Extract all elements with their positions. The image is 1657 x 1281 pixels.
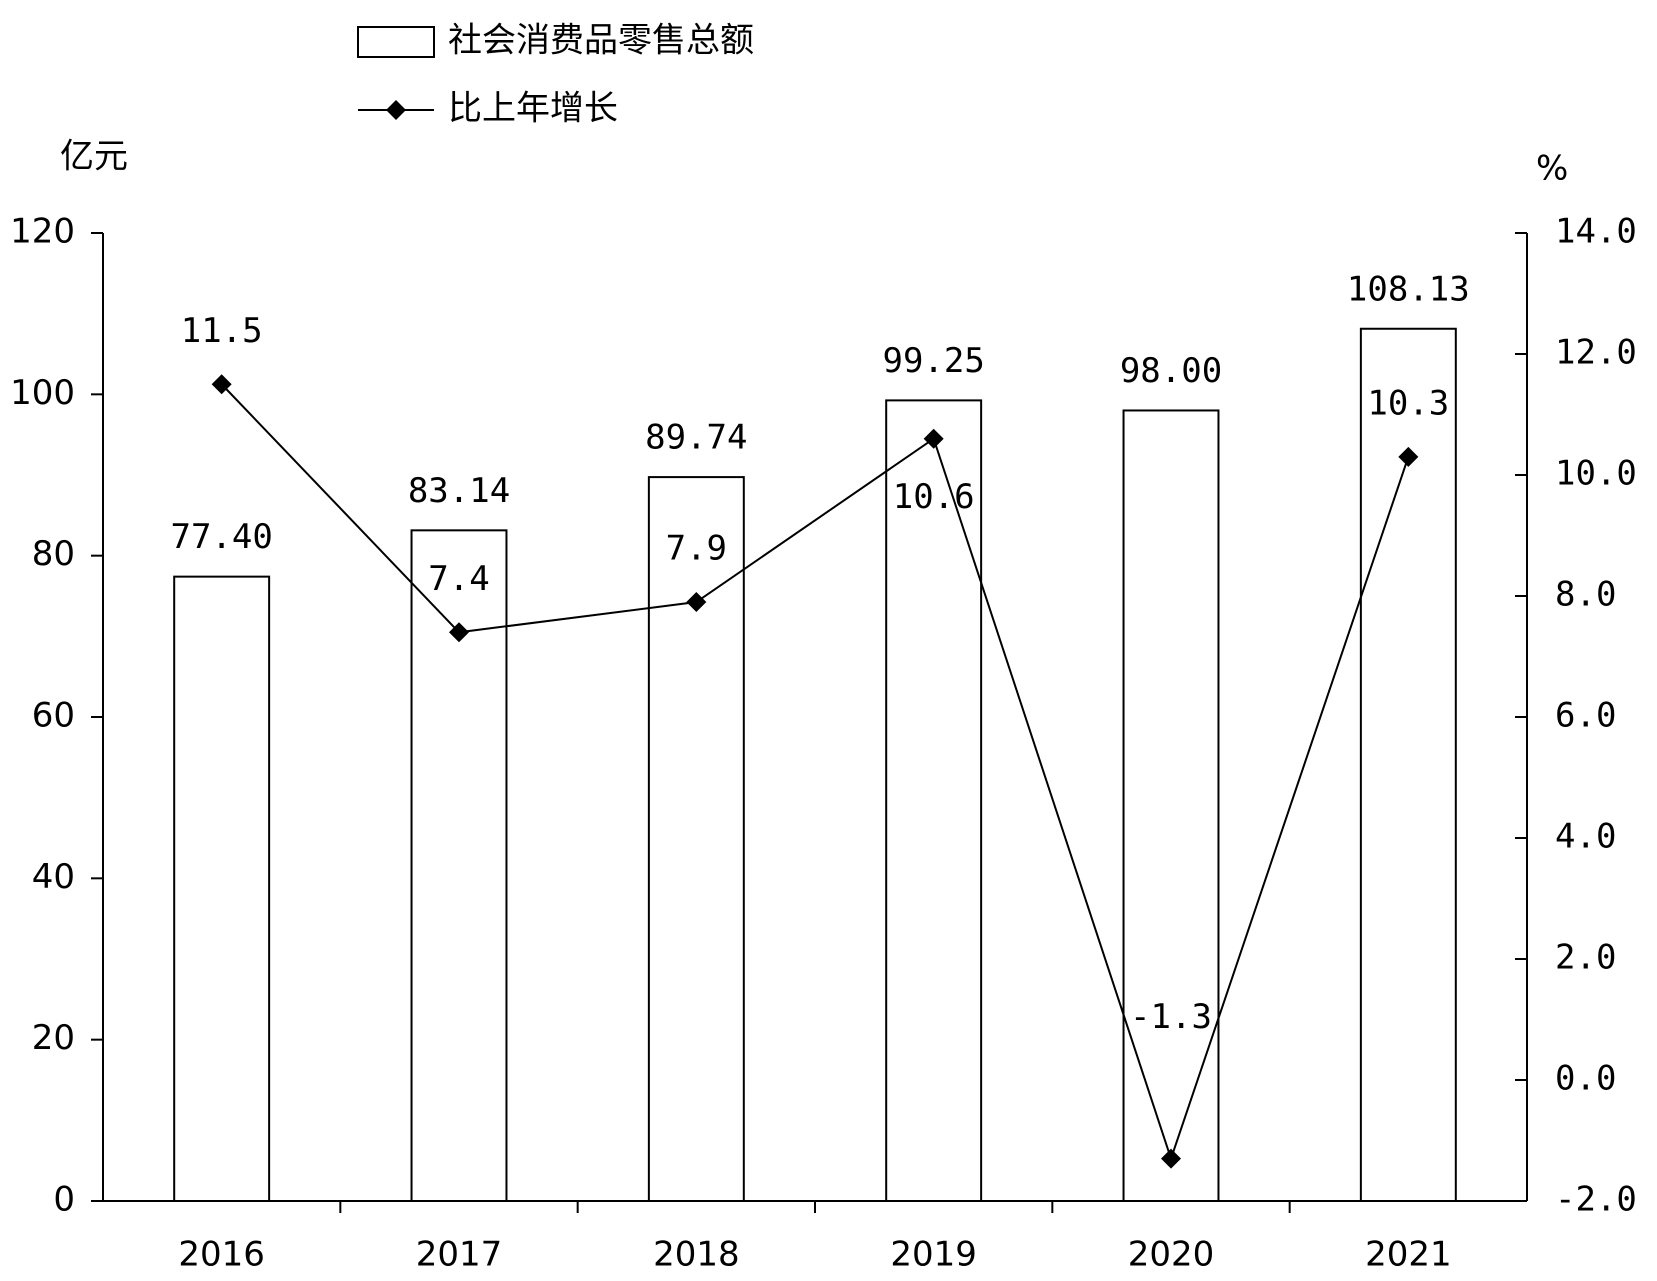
- line-value-label: 7.4: [428, 559, 489, 599]
- bar: [173, 575, 271, 1202]
- y2-tick-label: 0.0: [1555, 1059, 1616, 1099]
- y-tick-label: 0: [53, 1180, 75, 1220]
- y2-tick-label: 6.0: [1555, 696, 1616, 736]
- bar: [647, 476, 745, 1202]
- x-tick-label: 2019: [890, 1235, 977, 1275]
- line-value-label: 7.9: [666, 529, 727, 569]
- line-marker: [211, 374, 232, 395]
- y-tick-label: 100: [10, 373, 75, 413]
- line: [220, 383, 1410, 1162]
- bar-value-label: 83.14: [408, 471, 510, 511]
- y2-tick-label: 8.0: [1555, 575, 1616, 615]
- y2-tick-label: 12.0: [1555, 333, 1637, 373]
- line-marker: [1398, 446, 1419, 467]
- bar-value-label: 108.13: [1347, 269, 1470, 309]
- y-tick-label: 20: [32, 1018, 75, 1058]
- y-tick-label: 120: [10, 212, 75, 252]
- line-value-label: 10.3: [1367, 383, 1449, 423]
- y-axis-label: 亿元: [60, 137, 128, 177]
- line-value-label: 10.6: [893, 477, 975, 517]
- y-tick-label: 80: [32, 534, 75, 574]
- line-marker: [686, 592, 707, 613]
- line-marker: [449, 622, 469, 643]
- y2-tick-label: 4.0: [1555, 817, 1616, 857]
- bar-value-label: 98.00: [1120, 351, 1222, 391]
- legend-swatch-bar: [357, 26, 435, 58]
- bar: [1359, 327, 1457, 1202]
- x-tick-label: 2021: [1365, 1235, 1452, 1275]
- bar: [885, 399, 983, 1202]
- legend-marker: [386, 100, 406, 120]
- y2-axis-label: %: [1536, 149, 1568, 189]
- line-value-label: 11.5: [181, 311, 263, 351]
- y2-tick-label: 14.0: [1555, 212, 1637, 252]
- x-tick-label: 2018: [653, 1235, 740, 1275]
- legend-label: 比上年增长: [448, 89, 618, 129]
- y2-tick-label: 2.0: [1555, 938, 1616, 978]
- y-tick-label: 40: [32, 857, 75, 897]
- x-tick-label: 2020: [1128, 1235, 1215, 1275]
- x-tick-label: 2016: [178, 1235, 265, 1275]
- bar: [1122, 409, 1220, 1202]
- line-marker: [1161, 1148, 1181, 1169]
- x-tick-label: 2017: [416, 1235, 503, 1275]
- legend-label: 社会消费品零售总额: [448, 21, 754, 61]
- bar-value-label: 77.40: [170, 517, 272, 557]
- bar-value-label: 89.74: [645, 418, 747, 458]
- line-marker: [923, 428, 944, 449]
- y-tick-label: 60: [32, 696, 75, 736]
- line-value-label: -1.3: [1130, 997, 1212, 1037]
- y2-tick-label: -2.0: [1555, 1180, 1637, 1220]
- y2-tick-label: 10.0: [1555, 454, 1637, 494]
- bar-value-label: 99.25: [882, 341, 984, 381]
